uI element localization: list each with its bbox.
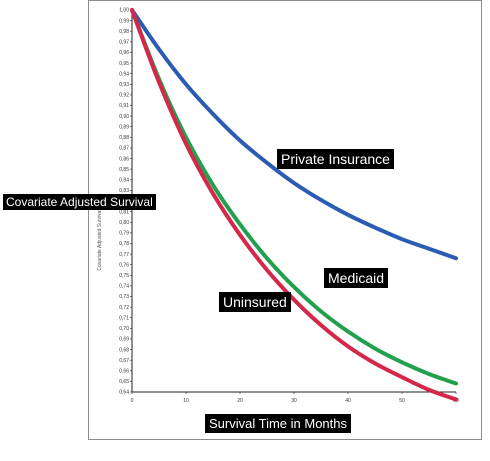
series-label-private-insurance: Private Insurance <box>277 149 394 169</box>
y-tick-label: 0,71 <box>119 315 129 321</box>
y-tick-label: 0,65 <box>119 379 129 385</box>
y-tick-label: 0,79 <box>119 231 129 237</box>
y-tick-labels: 1,00 0,99 0,98 0,97 0,96 0,95 0,94 0,93 0,92 0,91… <box>119 8 132 396</box>
y-tick-label: 0,81 <box>119 209 129 215</box>
y-tick-label: 0,85 <box>119 167 129 173</box>
x-axis-label: Survival Time in Months <box>205 414 351 433</box>
y-tick-label: 0,93 <box>119 82 129 88</box>
y-tick-label: 0,91 <box>119 103 129 109</box>
y-tick-label: 0,77 <box>119 252 129 258</box>
y-tick-label: 0,99 <box>119 18 129 24</box>
x-tick-label: 30 <box>291 398 297 404</box>
y-tick-label: 0,95 <box>119 61 129 67</box>
y-tick-label: 0,66 <box>119 368 129 374</box>
y-tick-label: 1,00 <box>119 8 129 14</box>
y-tick-label: 0,94 <box>119 71 129 77</box>
y-tick-label: 0,89 <box>119 124 129 130</box>
y-tick-label: 0,80 <box>119 220 129 226</box>
series-line-medicaid <box>130 8 458 386</box>
series-line-private-insurance <box>130 8 458 261</box>
y-tick-label: 0,83 <box>119 188 129 194</box>
y-tick-label: 0,87 <box>119 146 129 152</box>
y-tick-label: 0,88 <box>119 135 129 141</box>
y-tick-label: 0,72 <box>119 305 129 311</box>
y-tick-label: 0,96 <box>119 50 129 56</box>
x-tick-label: 0 <box>131 398 134 404</box>
x-tick-labels: 0 10 20 30 40 50 60 <box>131 392 459 404</box>
y-axis-label: Covariate Adjusted Survival <box>3 194 156 210</box>
x-tick-label: 10 <box>183 398 189 404</box>
x-tick-label: 40 <box>345 398 351 404</box>
y-tick-label: 0,90 <box>119 114 129 120</box>
y-tick-label: 0,76 <box>119 262 129 268</box>
y-tick-label: 0,84 <box>119 177 129 183</box>
y-tick-label: 0,69 <box>119 337 129 343</box>
y-tick-label: 0,67 <box>119 358 129 364</box>
chart-axes <box>131 10 456 393</box>
y-tick-label: 0,98 <box>119 29 129 35</box>
y-axis-label-small: Covariate Adjusted Survival <box>97 209 103 270</box>
series-lines <box>130 8 458 402</box>
x-tick-label: 50 <box>399 398 405 404</box>
series-line-uninsured <box>130 8 458 402</box>
y-tick-label: 0,97 <box>119 40 129 46</box>
y-tick-label: 0,68 <box>119 347 129 353</box>
y-tick-label: 0,86 <box>119 156 129 162</box>
y-tick-label: 0,70 <box>119 326 129 332</box>
y-tick-label: 0,78 <box>119 241 129 247</box>
x-tick-label: 20 <box>237 398 243 404</box>
y-tick-label: 0,73 <box>119 294 129 300</box>
y-tick-label: 0,64 <box>119 390 129 396</box>
series-label-uninsured: Uninsured <box>219 292 291 312</box>
y-tick-label: 0,74 <box>119 284 129 290</box>
series-label-medicaid: Medicaid <box>324 268 389 288</box>
y-tick-label: 0,75 <box>119 273 129 279</box>
y-tick-label: 0,92 <box>119 93 129 99</box>
